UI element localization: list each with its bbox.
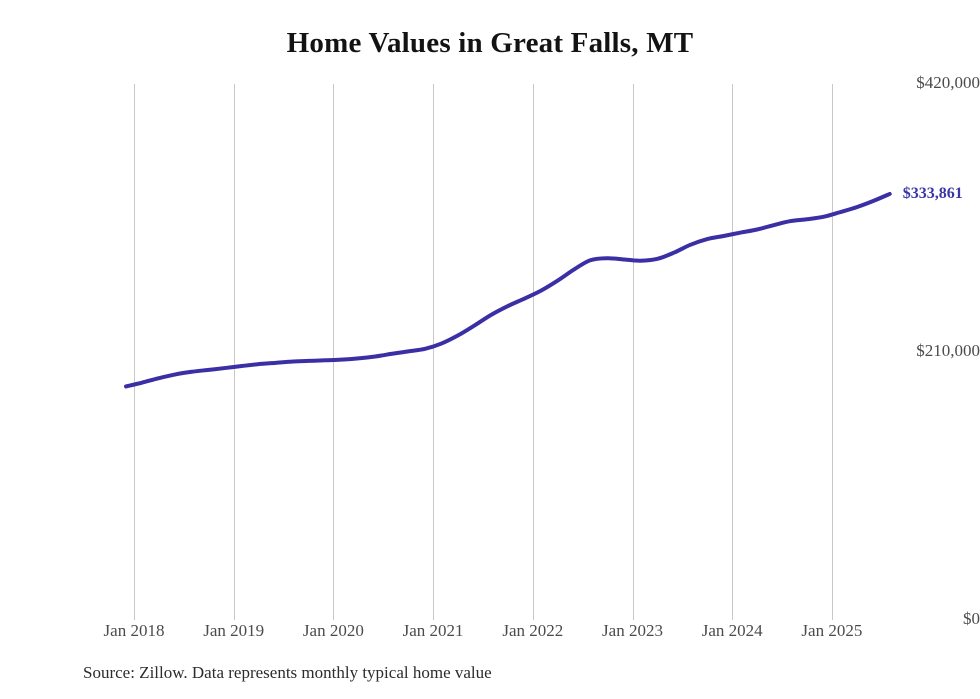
source-note: Source: Zillow. Data represents monthly …: [83, 663, 492, 682]
gridline-jan-2023: [632, 84, 634, 620]
gridline-jan-2020: [333, 84, 335, 620]
end-value-annotation: $333,861: [902, 184, 963, 202]
series-line-typical-home-value: [124, 191, 892, 389]
gridline-jan-2021: [433, 84, 435, 620]
gridline-jan-2022: [532, 84, 534, 620]
x-axis-tick-jan-2024: Jan 2024: [701, 621, 763, 640]
y-axis-tick-0: $0: [963, 609, 980, 628]
x-axis-tick-jan-2021: Jan 2021: [402, 621, 464, 640]
x-axis-tick-jan-2025: Jan 2025: [801, 621, 863, 640]
y-axis-tick-420000: $420,000: [916, 73, 980, 92]
gridline-jan-2018: [134, 84, 135, 620]
y-axis-tick-210000: $210,000: [916, 341, 980, 360]
x-axis-tick-jan-2023: Jan 2023: [602, 621, 663, 640]
x-axis-tick-jan-2020: Jan 2020: [302, 621, 364, 640]
gridline-jan-2019: [233, 84, 235, 620]
gridline-jan-2024: [732, 84, 734, 620]
x-axis-tick-jan-2022: Jan 2022: [502, 621, 564, 640]
chart-title: Home Values in Great Falls, MT: [286, 27, 694, 59]
gridline-jan-2025: [831, 84, 833, 620]
x-axis-tick-jan-2019: Jan 2019: [203, 621, 265, 640]
x-axis-tick-jan-2018: Jan 2018: [103, 621, 165, 640]
